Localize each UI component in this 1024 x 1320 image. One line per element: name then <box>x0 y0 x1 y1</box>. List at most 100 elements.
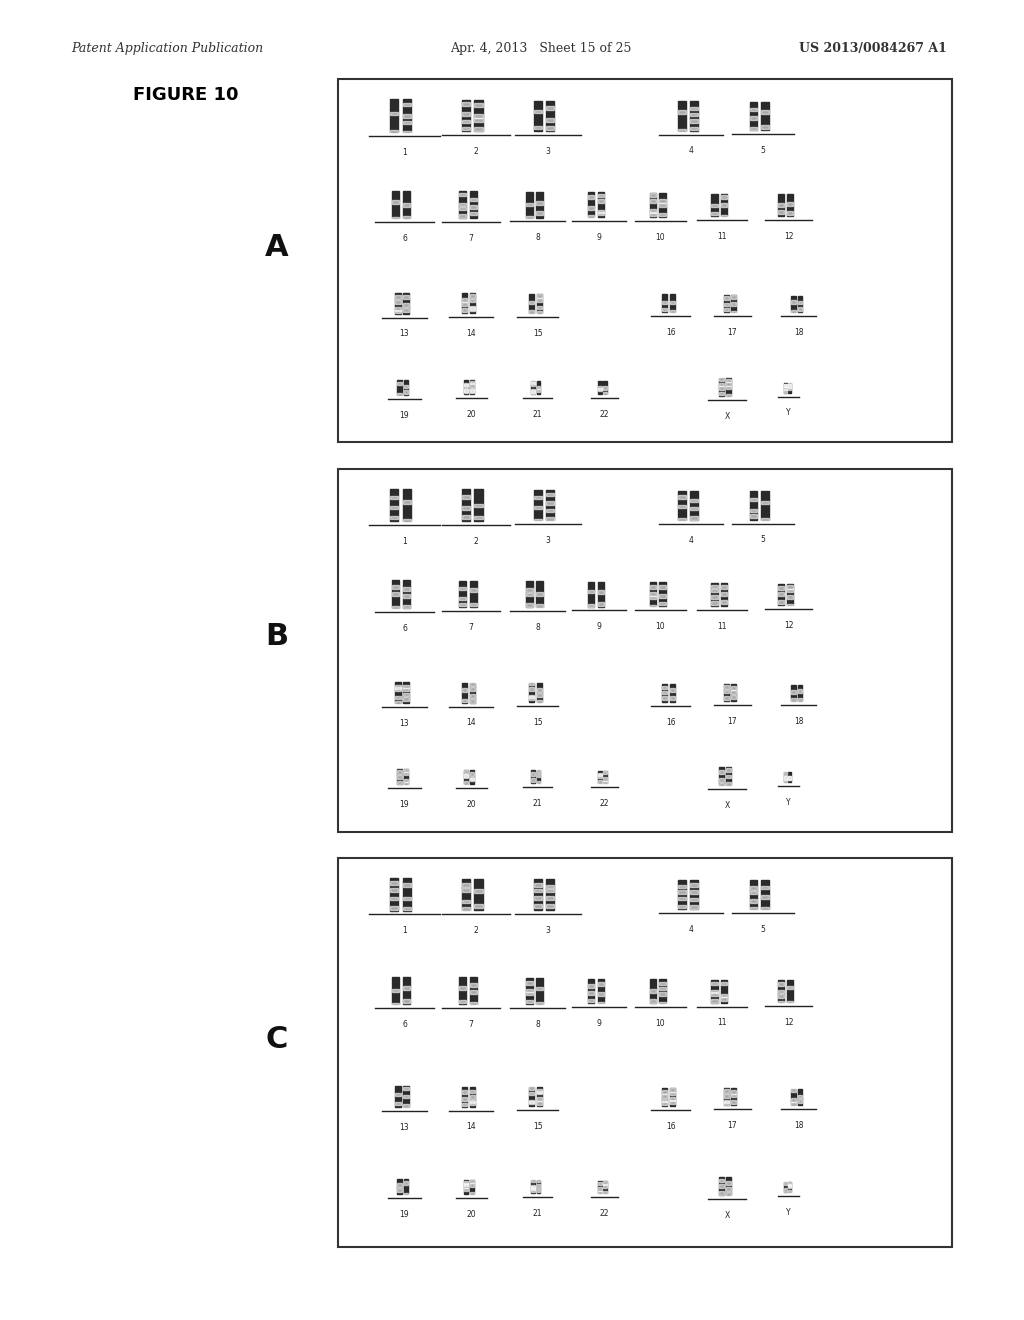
Bar <box>598 381 602 388</box>
Bar <box>389 99 398 119</box>
Bar <box>678 491 686 508</box>
Bar <box>392 190 399 207</box>
Bar <box>663 694 668 702</box>
Bar <box>731 684 736 694</box>
Bar <box>598 388 602 393</box>
Bar <box>649 199 656 202</box>
Bar <box>598 210 604 214</box>
Bar <box>537 597 543 607</box>
Bar <box>689 898 697 902</box>
Bar <box>721 982 727 985</box>
Bar <box>537 978 543 994</box>
Bar <box>403 1188 408 1195</box>
Bar <box>392 606 399 610</box>
Bar <box>402 898 412 911</box>
Bar <box>598 582 604 597</box>
Bar <box>712 999 718 1003</box>
Bar <box>395 694 400 704</box>
Bar <box>726 379 731 381</box>
Bar <box>397 380 401 388</box>
Bar <box>470 305 475 313</box>
Bar <box>588 978 594 994</box>
Bar <box>787 777 791 781</box>
Text: Y: Y <box>786 408 791 417</box>
Bar <box>389 488 398 508</box>
Bar <box>397 1188 401 1195</box>
Bar <box>778 194 784 207</box>
Bar <box>403 1193 408 1196</box>
Bar <box>389 896 398 900</box>
Bar <box>525 989 532 993</box>
Bar <box>712 979 718 994</box>
Bar <box>474 490 483 508</box>
Bar <box>465 777 468 784</box>
Text: 17: 17 <box>727 327 737 337</box>
Bar <box>392 989 399 993</box>
Bar <box>462 507 470 510</box>
Bar <box>459 603 466 606</box>
Bar <box>470 1086 475 1098</box>
Bar <box>712 589 718 593</box>
Bar <box>721 593 727 595</box>
Bar <box>750 899 758 903</box>
Bar <box>761 517 769 521</box>
Text: 22: 22 <box>599 1209 609 1218</box>
Bar <box>392 597 399 607</box>
Bar <box>784 772 786 777</box>
Bar <box>588 206 594 210</box>
Bar <box>598 194 604 197</box>
Bar <box>792 305 796 312</box>
Bar <box>403 380 408 388</box>
Bar <box>537 1188 541 1193</box>
Bar <box>750 491 758 508</box>
Text: 11: 11 <box>717 1019 727 1027</box>
Bar <box>537 201 543 205</box>
Bar <box>537 298 542 301</box>
Bar <box>397 381 401 385</box>
Bar <box>712 583 718 597</box>
Bar <box>470 1180 474 1183</box>
Bar <box>403 1098 409 1107</box>
Bar <box>787 387 791 389</box>
Bar <box>689 119 697 123</box>
Bar <box>525 981 532 985</box>
Bar <box>403 977 411 994</box>
Bar <box>462 694 467 702</box>
Bar <box>787 597 794 606</box>
Bar <box>670 1098 675 1106</box>
Bar <box>397 771 401 774</box>
Text: Apr. 4, 2013   Sheet 15 of 25: Apr. 4, 2013 Sheet 15 of 25 <box>451 42 632 55</box>
Bar <box>403 770 408 777</box>
Bar <box>603 387 607 389</box>
Bar <box>761 491 769 508</box>
Text: 4: 4 <box>689 536 693 545</box>
Bar <box>719 392 724 396</box>
Bar <box>465 770 468 777</box>
Bar <box>721 601 727 603</box>
Bar <box>470 1101 475 1105</box>
Bar <box>689 508 697 520</box>
Bar <box>787 1188 791 1192</box>
Bar <box>470 308 475 312</box>
Bar <box>537 385 541 389</box>
Text: 12: 12 <box>783 622 794 630</box>
Bar <box>659 987 666 990</box>
Bar <box>787 986 794 989</box>
Bar <box>724 302 729 306</box>
Bar <box>537 1101 542 1105</box>
Bar <box>537 694 542 702</box>
Bar <box>761 119 769 131</box>
Bar <box>528 294 534 305</box>
Bar <box>462 515 470 519</box>
Bar <box>598 597 604 606</box>
Text: 7: 7 <box>469 234 473 243</box>
Bar <box>389 119 398 132</box>
Bar <box>402 508 412 521</box>
Bar <box>598 193 604 207</box>
Bar <box>534 110 542 114</box>
Text: 13: 13 <box>399 1123 410 1131</box>
Bar <box>462 1098 467 1106</box>
Bar <box>389 898 398 911</box>
Bar <box>731 294 736 305</box>
Bar <box>726 1181 731 1184</box>
